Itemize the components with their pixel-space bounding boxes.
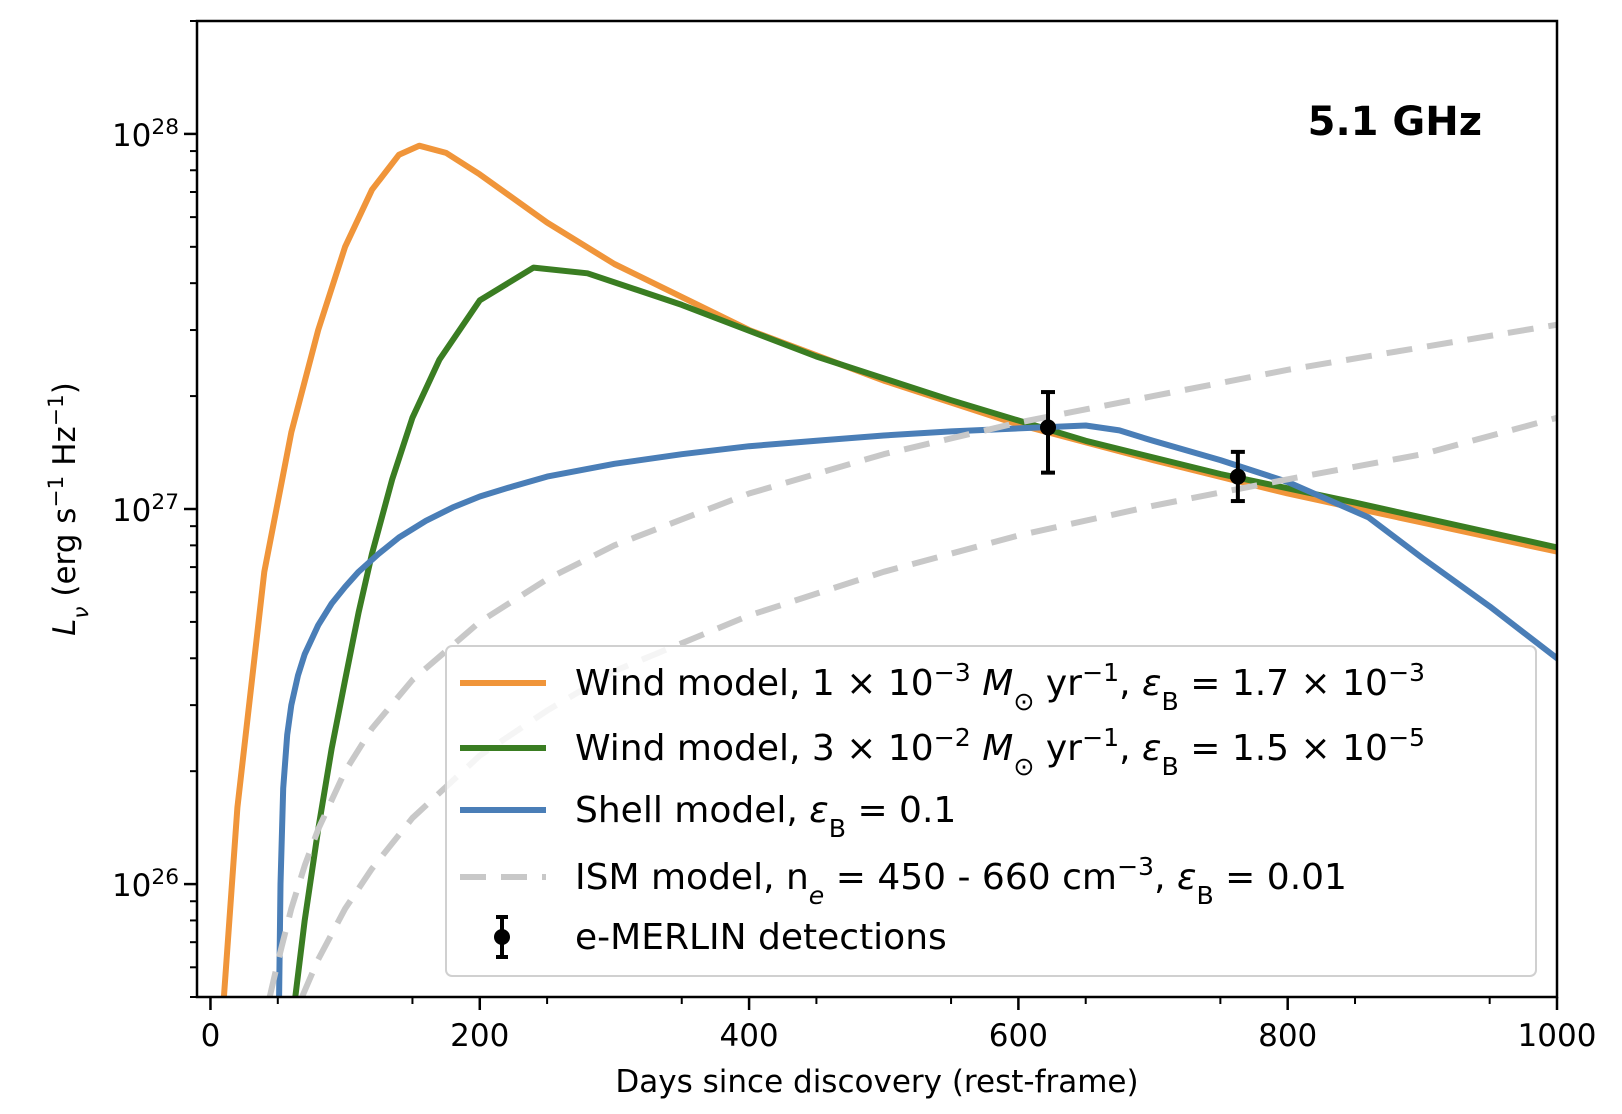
- legend-label-ism: ISM model, ne = 450 - 660 cm−3, εB = 0.0…: [575, 852, 1347, 910]
- series-line-wind2: [292, 264, 1557, 997]
- series-line-shell: [276, 422, 1557, 997]
- x-tick-label: 600: [989, 1018, 1048, 1054]
- x-tick-label: 400: [719, 1018, 778, 1054]
- y-axis-label: Lν (erg s−1 Hz−1): [44, 382, 94, 636]
- x-tick-label: 0: [201, 1018, 221, 1054]
- axes-layer: 0 200 400 600 800 1000 1026 1027 1028: [112, 20, 1597, 1054]
- x-axis-label: Days since discovery (rest-frame): [615, 1064, 1138, 1100]
- frequency-annotation: 5.1 GHz: [1308, 99, 1482, 145]
- detections-layer: [1040, 390, 1246, 504]
- series-line-ism-1: [266, 321, 1557, 997]
- legend: Wind model, 1 × 10−3 M⊙ yr−1, εB = 1.7 ×…: [445, 645, 1537, 977]
- x-tick-label: 1000: [1518, 1018, 1597, 1054]
- legend-label-wind1: Wind model, 1 × 10−3 M⊙ yr−1, εB = 1.7 ×…: [575, 658, 1425, 716]
- detection-point: [1040, 390, 1057, 475]
- y-tick-label: 1028: [112, 114, 179, 154]
- x-tick-label: 200: [450, 1018, 509, 1054]
- y-tick-label: 1026: [112, 865, 179, 905]
- legend-label-wind2: Wind model, 3 × 10−2 M⊙ yr−1, εB = 1.5 ×…: [575, 723, 1425, 781]
- x-tick-label: 800: [1258, 1018, 1317, 1054]
- legend-label-shell: Shell model, εB = 0.1: [575, 790, 956, 843]
- detection-point: [1229, 449, 1246, 504]
- legend-swatch-detections-marker: [494, 929, 510, 945]
- detection-marker: [1040, 419, 1057, 436]
- detection-marker: [1229, 468, 1246, 485]
- y-tick-label: 1027: [112, 490, 179, 530]
- legend-box: [445, 645, 1537, 977]
- legend-label-detections: e-MERLIN detections: [575, 917, 947, 958]
